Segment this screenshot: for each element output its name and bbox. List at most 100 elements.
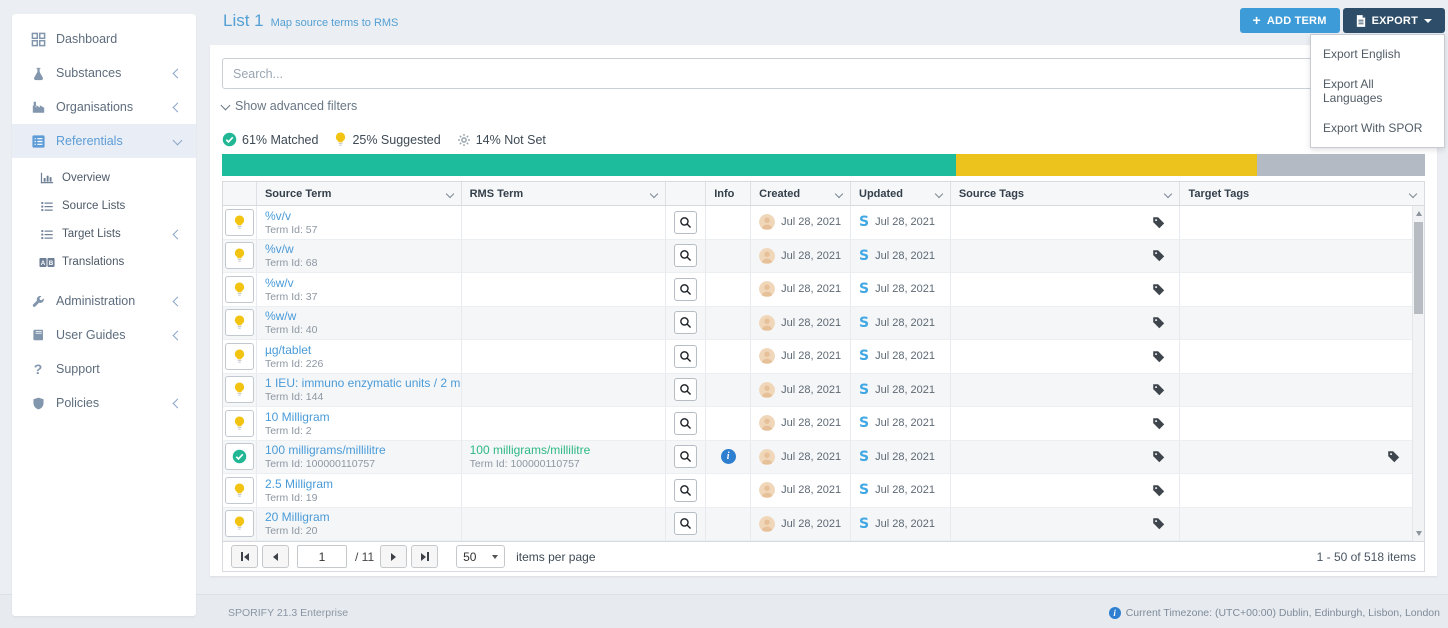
- row-search-button[interactable]: [674, 412, 697, 435]
- tag-icon[interactable]: [1152, 350, 1165, 363]
- tag-icon[interactable]: [1152, 316, 1165, 329]
- column-header-updated[interactable]: Updated: [851, 182, 951, 205]
- row-search-button[interactable]: [674, 512, 697, 535]
- bar-chart-icon: [39, 170, 55, 186]
- grid-body: %v/vTerm Id: 57Jul 28, 2021SJul 28, 2021…: [223, 206, 1424, 541]
- tag-icon[interactable]: [1152, 383, 1165, 396]
- created-cell: Jul 28, 2021: [751, 508, 851, 541]
- tag-icon[interactable]: [1152, 417, 1165, 430]
- updated-cell: SJul 28, 2021: [851, 240, 951, 273]
- row-search-button[interactable]: [674, 278, 697, 301]
- sporify-logo-icon: S: [859, 282, 869, 296]
- tag-icon[interactable]: [1152, 249, 1165, 262]
- source-term-link[interactable]: 10 Milligram: [265, 410, 330, 424]
- table-row: %v/wTerm Id: 68Jul 28, 2021SJul 28, 2021: [223, 240, 1424, 274]
- row-status-button[interactable]: [225, 276, 254, 303]
- source-tags-cell: [951, 474, 1181, 507]
- column-header-created[interactable]: Created: [751, 182, 851, 205]
- sidebar-item-substances[interactable]: Substances: [12, 56, 196, 90]
- source-term-link[interactable]: 1 IEU: immuno enzymatic units / 2 millil…: [265, 376, 462, 390]
- pager: / 11 50 items per page 1 - 50 of 518 ite…: [223, 541, 1424, 571]
- avatar-icon: [759, 449, 775, 465]
- column-header-source-term[interactable]: Source Term: [257, 182, 462, 205]
- source-term-link[interactable]: µg/tablet: [265, 343, 311, 357]
- sidebar-item-administration[interactable]: Administration: [12, 284, 196, 318]
- first-page-button[interactable]: [231, 545, 258, 568]
- row-status-button[interactable]: [225, 510, 254, 537]
- tag-icon[interactable]: [1387, 450, 1400, 463]
- sidebar-item-policies[interactable]: Policies: [12, 386, 196, 420]
- progress-segment-25-suggested: [956, 154, 1257, 176]
- source-term-link[interactable]: %w/w: [265, 309, 296, 323]
- export-button[interactable]: EXPORT: [1343, 8, 1445, 33]
- updated-cell: SJul 28, 2021: [851, 407, 951, 440]
- tag-icon[interactable]: [1152, 517, 1165, 530]
- row-status-button[interactable]: [225, 410, 254, 437]
- sidebar-item-target-lists[interactable]: Target Lists: [12, 220, 196, 248]
- page-size-select[interactable]: 50: [456, 545, 505, 568]
- sidebar-item-support[interactable]: ?Support: [12, 352, 196, 386]
- shield-icon: [29, 395, 47, 411]
- row-status-button[interactable]: [225, 376, 254, 403]
- rms-term-link[interactable]: 100 milligrams/millilitre: [470, 443, 591, 457]
- info-cell: [706, 206, 751, 239]
- source-term-link[interactable]: %v/w: [265, 242, 294, 256]
- page-number-input[interactable]: [297, 545, 347, 568]
- sidebar-item-referentials[interactable]: Referentials: [12, 124, 196, 158]
- row-status-button[interactable]: [225, 477, 254, 504]
- row-status-button[interactable]: [225, 309, 254, 336]
- advanced-filters-toggle[interactable]: Show advanced filters: [222, 99, 357, 113]
- export-menu-item-export-with-spor[interactable]: Export With SPOR: [1311, 113, 1444, 143]
- source-term-id: Term Id: 19: [265, 492, 318, 504]
- sidebar-item-source-lists[interactable]: Source Lists: [12, 192, 196, 220]
- row-status-button[interactable]: [225, 242, 254, 269]
- row-search-button[interactable]: [674, 211, 697, 234]
- last-page-button[interactable]: [411, 545, 438, 568]
- column-header-rms-term[interactable]: RMS Term: [462, 182, 667, 205]
- row-status-button[interactable]: [225, 209, 254, 236]
- source-term-link[interactable]: %w/v: [265, 276, 294, 290]
- chevron-down-icon: [173, 135, 183, 145]
- scroll-down-icon[interactable]: [1416, 531, 1422, 536]
- row-search-button[interactable]: [674, 311, 697, 334]
- row-search-button[interactable]: [674, 479, 697, 502]
- tag-icon[interactable]: [1152, 216, 1165, 229]
- top-actions: + ADD TERM EXPORT: [1240, 8, 1445, 33]
- avatar-icon: [759, 516, 775, 532]
- row-status-button[interactable]: [225, 343, 254, 370]
- sidebar-item-label: Dashboard: [56, 32, 117, 46]
- info-cell: [706, 340, 751, 373]
- table-row: %w/wTerm Id: 40Jul 28, 2021SJul 28, 2021: [223, 307, 1424, 341]
- sidebar-item-user-guides[interactable]: User Guides: [12, 318, 196, 352]
- next-page-button[interactable]: [380, 545, 407, 568]
- export-menu-item-export-english[interactable]: Export English: [1311, 39, 1444, 69]
- sidebar-item-translations[interactable]: ABTranslations: [12, 248, 196, 276]
- row-status-button[interactable]: [225, 443, 254, 470]
- search-input[interactable]: [222, 58, 1425, 89]
- add-term-button[interactable]: + ADD TERM: [1240, 8, 1340, 33]
- sidebar-item-overview[interactable]: Overview: [12, 164, 196, 192]
- previous-page-button[interactable]: [262, 545, 289, 568]
- column-header-source-tags[interactable]: Source Tags: [951, 182, 1181, 205]
- chevron-down-icon: [221, 100, 231, 110]
- source-term-link[interactable]: 2.5 Milligram: [265, 477, 333, 491]
- row-search-button[interactable]: [674, 345, 697, 368]
- sidebar-item-organisations[interactable]: Organisations: [12, 90, 196, 124]
- export-menu-item-export-all-languages[interactable]: Export All Languages: [1311, 69, 1444, 113]
- sidebar-item-dashboard[interactable]: Dashboard: [12, 22, 196, 56]
- vertical-scrollbar[interactable]: [1412, 206, 1424, 541]
- scroll-up-icon[interactable]: [1416, 211, 1422, 216]
- column-header-target-tags[interactable]: Target Tags: [1180, 182, 1424, 205]
- tag-icon[interactable]: [1152, 450, 1165, 463]
- source-term-link[interactable]: %v/v: [265, 209, 291, 223]
- row-search-button[interactable]: [674, 445, 697, 468]
- tag-icon[interactable]: [1152, 283, 1165, 296]
- table-row: 10 MilligramTerm Id: 2Jul 28, 2021SJul 2…: [223, 407, 1424, 441]
- row-search-button[interactable]: [674, 378, 697, 401]
- row-search-button[interactable]: [674, 244, 697, 267]
- source-term-link[interactable]: 100 milligrams/millilitre: [265, 443, 386, 457]
- tag-icon[interactable]: [1152, 484, 1165, 497]
- source-term-link[interactable]: 20 Milligram: [265, 510, 330, 524]
- info-icon[interactable]: i: [721, 449, 736, 464]
- scrollbar-thumb[interactable]: [1414, 222, 1423, 314]
